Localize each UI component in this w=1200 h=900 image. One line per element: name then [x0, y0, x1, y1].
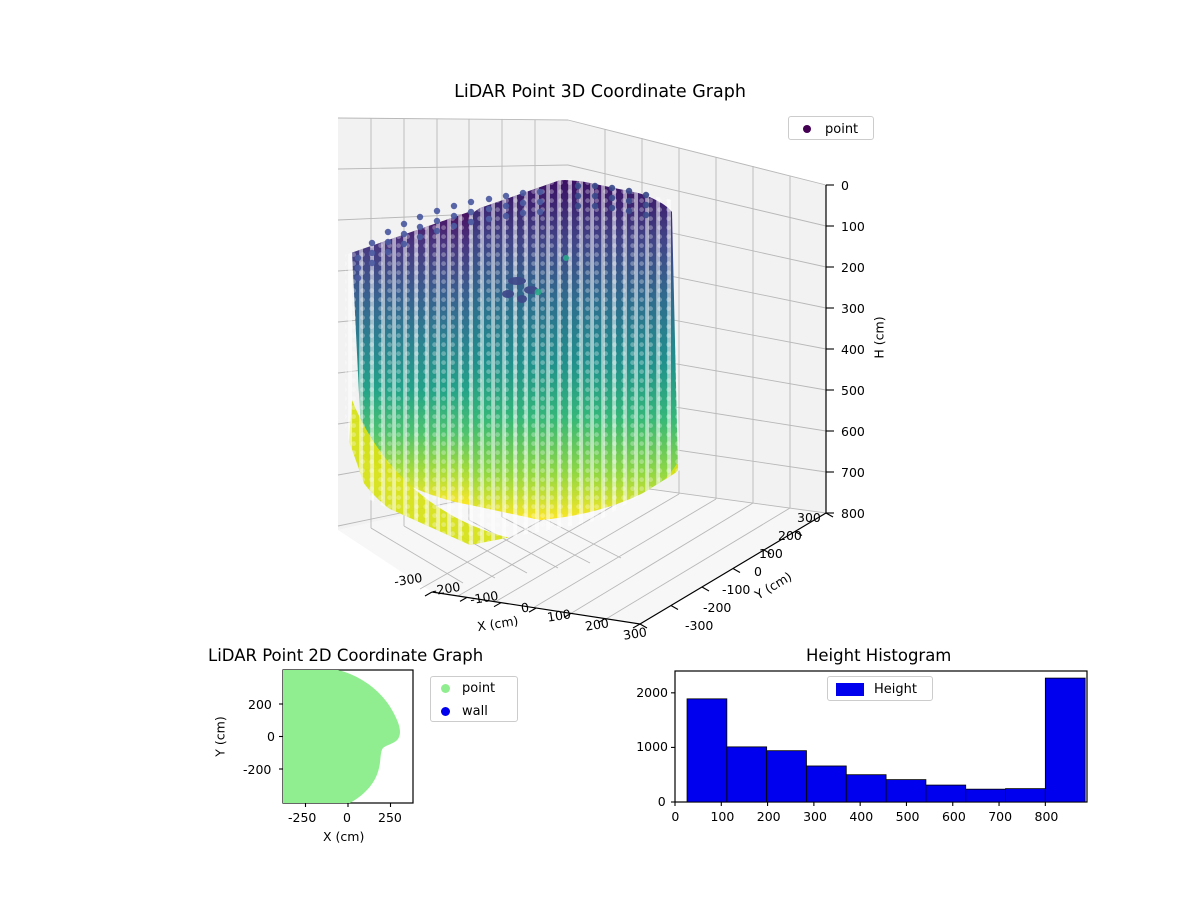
plot3d-title: LiDAR Point 3D Coordinate Graph: [454, 82, 746, 102]
point-marker-icon: [803, 125, 811, 133]
histogram-bar: [806, 765, 847, 802]
legend-label-point: point: [462, 681, 496, 696]
wall-marker-icon: [441, 707, 450, 716]
histogram-bar: [925, 784, 967, 802]
plot2d-title: LiDAR Point 2D Coordinate Graph: [208, 646, 484, 665]
histogram-xtick-label: 700: [988, 809, 1013, 824]
histogram-bar: [1044, 677, 1086, 802]
histogram-ytick-label: 1000: [636, 739, 668, 755]
histogram-xtick-label: 300: [803, 809, 827, 824]
histogram-title: Height Histogram: [806, 646, 952, 665]
histogram-legend[interactable]: Height: [827, 676, 933, 701]
histogram-bar: [726, 746, 768, 802]
point-cloud-2d: [283, 670, 400, 803]
histogram-bar: [845, 774, 887, 802]
histogram-xtick-label: 800: [1034, 809, 1059, 824]
legend-label-wall: wall: [462, 704, 488, 719]
plot2d-xlabel: X (cm): [323, 829, 365, 844]
plot2d-ylabel: Y (cm): [212, 716, 228, 757]
legend-label-point: point: [825, 121, 859, 137]
histogram-tickmarks: [671, 692, 1046, 806]
histogram-xtick-label: 600: [941, 809, 966, 824]
legend-item-point[interactable]: point: [797, 117, 865, 141]
histogram-bar: [1005, 788, 1046, 802]
plot2d-legend[interactable]: point wall: [430, 676, 518, 722]
histogram-bar: [885, 779, 927, 802]
histogram-xtick-label: 400: [849, 809, 874, 824]
histogram-xtick-label: 0: [671, 809, 680, 824]
histogram-ytick-label: 2000: [636, 684, 668, 700]
histogram-xtick-label: 500: [895, 809, 920, 824]
histogram-ytick-label: 0: [657, 794, 666, 809]
histogram-xtick-label: 100: [710, 809, 735, 824]
histogram-xtick-label: 200: [756, 809, 781, 824]
histogram-bar: [965, 788, 1006, 802]
axes2d-frame: [279, 669, 414, 807]
axes3d-tickmarks: [424, 184, 834, 629]
point-marker-icon: [441, 684, 450, 693]
histogram-bar: [766, 750, 807, 802]
legend-item-wall[interactable]: wall: [431, 700, 517, 723]
plot3d-zlabel: H (cm): [871, 316, 887, 359]
point-cloud-3d: [345, 178, 680, 545]
legend-item-point[interactable]: point: [431, 677, 517, 700]
legend-item-height[interactable]: Height: [828, 677, 932, 702]
height-swatch-icon: [836, 683, 864, 696]
histogram-bar: [686, 698, 728, 802]
legend-label-height: Height: [874, 682, 917, 697]
plot3d-legend[interactable]: point: [788, 116, 874, 140]
histogram-bars: [686, 677, 1086, 802]
